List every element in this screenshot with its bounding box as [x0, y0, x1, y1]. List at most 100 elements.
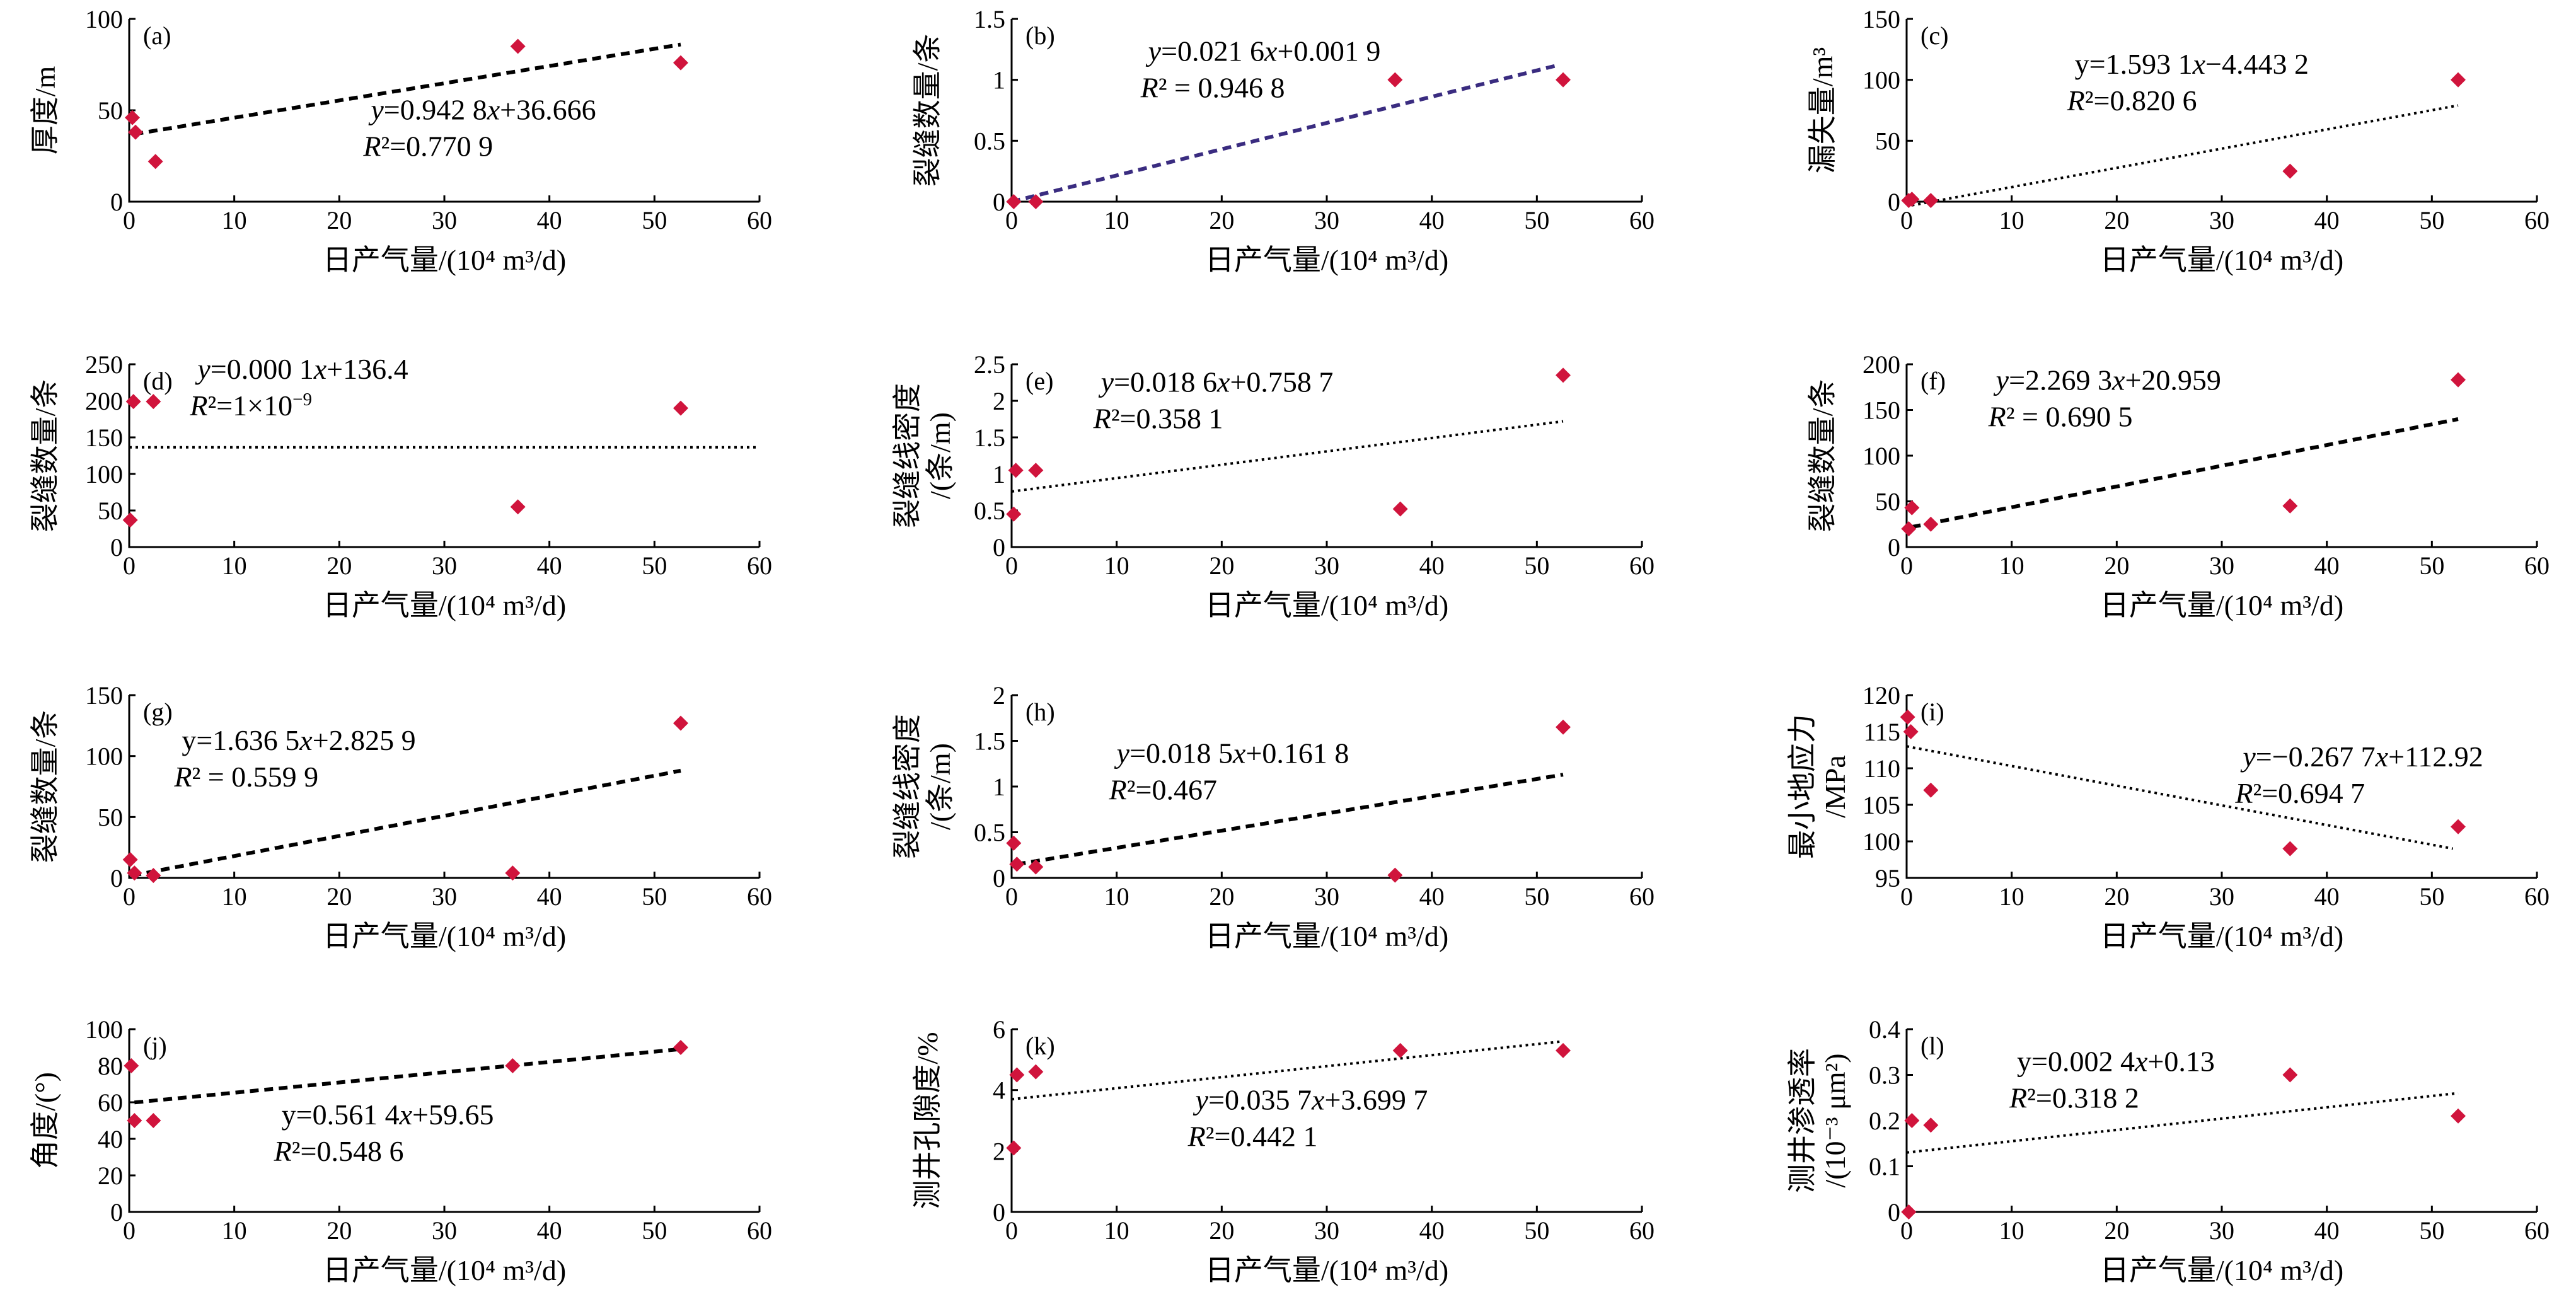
x-tick-label: 60 [1629, 882, 1655, 911]
y-axis-label: /MPa [1819, 755, 1851, 818]
equation-line-segment: R [1140, 72, 1158, 104]
equation-line-segment: ²=1×10 [207, 389, 292, 422]
equation-line-segment: ² = 0.946 8 [1158, 72, 1285, 104]
x-tick-label: 40 [537, 1216, 562, 1245]
x-tick-label: 0 [1900, 206, 1913, 234]
x-tick-label: 0 [123, 551, 136, 580]
y-tick-label: 120 [1863, 681, 1900, 710]
axes-l [1905, 1029, 2537, 1213]
panel-l: 0 10 20 30 40 50 60 0 0.1 0.2 0.3 0.4 日产气量/(10⁴ m³/d… [1786, 1015, 2550, 1286]
equation-line-segment: =0.942 8 [384, 94, 487, 126]
data-point [1923, 782, 1939, 798]
data-point [505, 865, 521, 881]
x-tick-label: 50 [1524, 206, 1549, 234]
equation-line: y=1.593 1x−4.443 2 [2075, 48, 2309, 80]
equation-line-segment: +20.959 [2125, 364, 2221, 396]
equation-line-segment: y [368, 94, 384, 126]
data-point [1387, 867, 1403, 883]
data-point [673, 715, 688, 731]
y-tick-label: 0 [110, 864, 123, 892]
y-tick-label: 0.3 [1869, 1061, 1900, 1090]
data-point [1901, 1204, 1917, 1220]
equation-line-segment: y [2240, 741, 2256, 773]
y-tick-label: 0 [1888, 533, 1900, 562]
panel-f: 0 10 20 30 40 50 60 0 50 100 150 200 日产气量/(10⁴ m³/d)… [1806, 350, 2550, 621]
x-tick-label: 20 [1209, 1216, 1234, 1245]
equation-line-segment: ² = 0.559 9 [192, 761, 318, 793]
x-tick-label: 10 [1999, 551, 2024, 580]
data-point [2451, 72, 2466, 88]
equation-line-segment: y=0.002 4 [2017, 1046, 2135, 1078]
y-tick-label: 100 [1863, 442, 1900, 470]
y-tick-label: 110 [1863, 754, 1900, 783]
data-point [510, 38, 526, 54]
equation-line-segment: y [1099, 366, 1114, 398]
x-tick-label: 20 [326, 551, 352, 580]
panel-c: 0 10 20 30 40 50 60 0 50 100 150 日产气量/(10⁴ m³/d) 漏失量… [1806, 5, 2550, 276]
y-tick-label: 1 [993, 66, 1005, 95]
equation-line-segment: y [1994, 364, 2009, 396]
equation-line-segment: R [189, 389, 207, 422]
x-tick-label: 10 [1999, 882, 2024, 911]
y-tick-label: 0 [993, 533, 1005, 562]
y-tick-label: 6 [993, 1015, 1005, 1044]
y-tick-label: 50 [98, 96, 123, 125]
y-axis-label: 裂缝数量/条 [911, 34, 944, 187]
data-point [673, 55, 688, 71]
y-tick-label: 100 [1863, 66, 1900, 95]
equation-line-segment: +0.13 [2147, 1046, 2214, 1078]
equation-line-segment: x [487, 94, 500, 126]
x-tick-label: 50 [642, 882, 667, 911]
x-tick-label: 10 [222, 882, 247, 911]
data-point [1556, 719, 1571, 735]
equation-line-segment: +0.758 7 [1230, 366, 1333, 398]
x-tick-label: 0 [1900, 551, 1913, 580]
data-point [1387, 72, 1403, 88]
equation-line: R²=0.770 9 [362, 130, 493, 163]
x-tick-label: 10 [1999, 1216, 2024, 1245]
y-tick-label: 1.5 [974, 424, 1005, 452]
data-point [1028, 463, 1044, 478]
x-tick-label: 20 [326, 206, 352, 234]
equation-line-segment: +112.92 [2388, 741, 2483, 773]
x-tick-label: 20 [1209, 551, 1234, 580]
y-tick-label: 0.4 [1869, 1015, 1900, 1044]
equation-line-segment: x [1232, 737, 1246, 769]
panel-h: 0 10 20 30 40 50 60 0 0.5 1 1.5 2 日产气量/(10⁴ m³/d) 裂缝线… [891, 681, 1655, 952]
data-point [1923, 193, 1939, 209]
x-tick-label: 30 [432, 882, 457, 911]
x-tick-label: 30 [432, 551, 457, 580]
equation-line-segment: =0.021 6 [1161, 35, 1264, 67]
fit-line [1016, 773, 1564, 867]
x-tick-label: 10 [1104, 882, 1129, 911]
data-point [1028, 1064, 1044, 1080]
y-axis-label: 裂缝数量/条 [29, 710, 61, 863]
panel-label: (a) [143, 21, 171, 50]
x-tick-label: 60 [1629, 551, 1655, 580]
data-point [1904, 192, 1920, 207]
equation-line-segment: R [2067, 84, 2085, 117]
y-tick-label: 0 [993, 188, 1005, 216]
y-tick-label: 1 [993, 460, 1005, 488]
y-tick-label: 0 [110, 1198, 123, 1226]
equation-line-segment: x [2375, 741, 2389, 773]
x-tick-label: 60 [747, 882, 772, 911]
data-point [1008, 463, 1024, 478]
fit-line [134, 42, 681, 136]
data-point [1006, 835, 1022, 851]
data-point [673, 1040, 688, 1055]
equation-line: y=1.636 5x+2.825 9 [182, 724, 415, 756]
equation-line-segment: y [195, 353, 211, 385]
equation-line-segment: +59.65 [412, 1099, 494, 1131]
equation-line-segment: ² = 0.690 5 [2006, 401, 2133, 433]
data-point [2282, 163, 2298, 179]
data-point [1904, 500, 1920, 516]
x-axis-label: 日产气量/(10⁴ m³/d) [323, 1254, 566, 1286]
data-point [146, 868, 161, 884]
data-point [1028, 194, 1044, 209]
x-tick-label: 60 [2524, 551, 2550, 580]
x-tick-label: 40 [2314, 1216, 2340, 1245]
x-tick-label: 50 [2419, 882, 2444, 911]
equation-line-segment: R [173, 761, 192, 793]
